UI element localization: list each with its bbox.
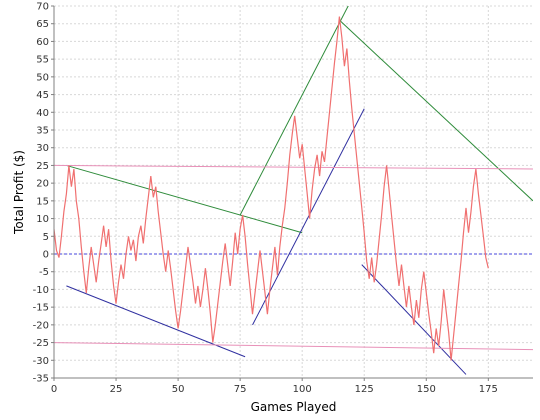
y-tick-label: -15 [33, 303, 49, 314]
y-tick-label: 50 [36, 72, 49, 83]
x-axis-title: Games Played [251, 400, 337, 414]
x-tick-label: 25 [110, 384, 123, 395]
y-tick-label: 60 [36, 37, 49, 48]
series-layer [54, 6, 533, 375]
y-tick-label: 70 [36, 2, 49, 13]
x-tick-label: 50 [172, 384, 185, 395]
x-tick-label: 0 [51, 384, 57, 395]
y-tick-label: -35 [33, 374, 49, 385]
y-tick-label: -20 [33, 320, 49, 331]
y-tick-label: 35 [36, 126, 49, 137]
y-tick-label: 30 [36, 143, 49, 154]
plot-area [54, 6, 533, 378]
y-tick-label: 0 [43, 250, 49, 261]
x-tick-label: 125 [355, 384, 374, 395]
y-axis-title: Total Profit ($) [12, 150, 26, 235]
x-tick-label: 175 [479, 384, 498, 395]
y-tick-label: 45 [36, 90, 49, 101]
trend-line [239, 6, 349, 216]
y-tick-label: -25 [33, 338, 49, 349]
y-tick-label: 55 [36, 55, 49, 66]
y-tick-label: 20 [36, 179, 49, 190]
trend-line [339, 19, 533, 202]
x-tick-label: 100 [293, 384, 312, 395]
trend-line [66, 164, 303, 234]
trend-line [54, 164, 533, 170]
trend-line [252, 108, 365, 326]
x-tick-label: 150 [417, 384, 436, 395]
grid [53, 5, 533, 379]
y-tick-label: 15 [36, 196, 49, 207]
y-tick-label: 10 [36, 214, 49, 225]
y-tick-label: -10 [33, 285, 49, 296]
trend-line [54, 342, 533, 351]
y-tick-label: 25 [36, 161, 49, 172]
y-tick-label: 65 [36, 19, 49, 30]
clipped-marks [54, 6, 533, 375]
x-tick-label: 75 [234, 384, 247, 395]
y-tick-label: 40 [36, 108, 49, 119]
y-tick-label: 5 [43, 232, 49, 243]
y-tick-label: -5 [39, 267, 49, 278]
profit-series-line [54, 16, 489, 361]
y-tick-label: -30 [33, 356, 49, 367]
axes: 0 25 50 75 100 125 150 175 -35 -30 -25 -20 -15 -10 -5 0… [33, 2, 533, 395]
